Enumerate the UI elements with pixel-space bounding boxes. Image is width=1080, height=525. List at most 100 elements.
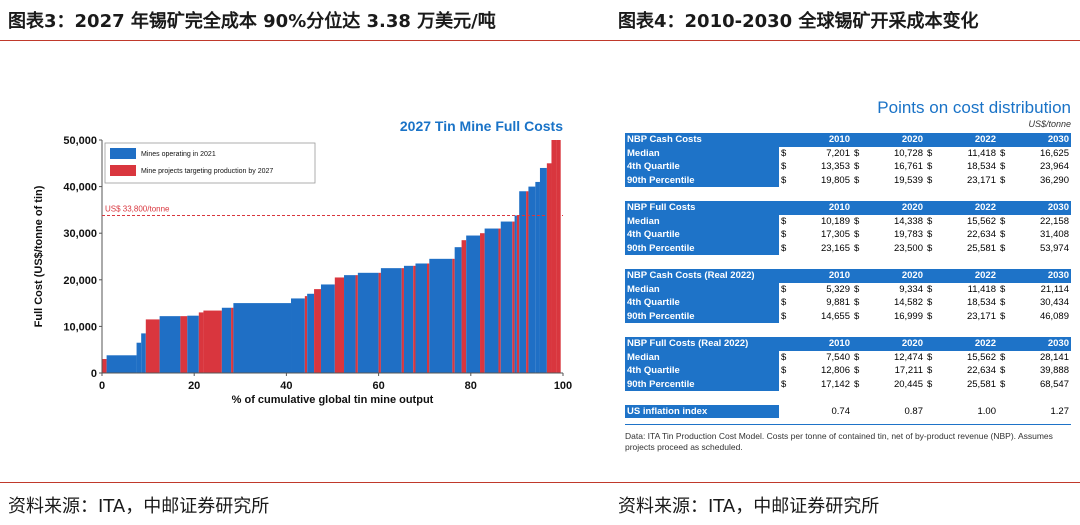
value-cell: 53,974 (1039, 242, 1069, 254)
row-label: US inflation index (625, 404, 779, 419)
operating-bar (484, 228, 499, 373)
operating-bar (535, 181, 540, 373)
spacer-cell (998, 200, 1012, 215)
value-cell: 11,418 (967, 147, 996, 159)
currency-symbol: $ (854, 242, 860, 254)
currency-symbol: $ (927, 351, 933, 363)
value-cell: 23,165 (820, 242, 850, 254)
value-cell: 12,474 (893, 351, 923, 363)
table-row: Median $7,201 $10,728 $11,418 $16,625 (625, 146, 1071, 161)
currency-symbol: $ (854, 147, 860, 159)
value-cell: 7,201 (826, 147, 850, 159)
currency-symbol: $ (927, 161, 933, 173)
operating-bar (357, 272, 379, 373)
section-gap (625, 187, 1071, 201)
spacer-cell (779, 336, 793, 351)
spacer-cell (779, 133, 793, 147)
project-bar (452, 258, 455, 373)
value-cell: 20,445 (893, 378, 923, 390)
currency-symbol: $ (1000, 174, 1006, 186)
table-row: 4th Quartile $9,881 $14,582 $18,534 $30,434 (625, 296, 1071, 310)
section-header-row: NBP Full Costs 2010 2020 2022 2030 (625, 200, 1071, 215)
operating-bar (344, 275, 356, 373)
section-name: NBP Full Costs (625, 200, 779, 215)
project-bar (334, 277, 345, 373)
year-header: 2030 (1012, 133, 1071, 147)
project-bar (145, 319, 160, 373)
spacer-cell (852, 200, 866, 215)
value-cell: 23,171 (966, 310, 996, 322)
row-label: 4th Quartile (625, 228, 779, 242)
project-bar (498, 228, 501, 373)
spacer-cell (925, 200, 939, 215)
value-cell: 16,999 (893, 310, 923, 322)
value-cell: 23,171 (966, 174, 996, 186)
currency-symbol: $ (1000, 283, 1006, 295)
row-label: 4th Quartile (625, 296, 779, 310)
currency-symbol: $ (927, 174, 933, 186)
value-cell: 22,634 (966, 365, 996, 377)
currency-symbol: $ (927, 310, 933, 322)
currency-symbol: $ (854, 215, 860, 227)
spacer-cell (998, 336, 1012, 351)
spacer-cell (925, 405, 939, 419)
year-header: 2010 (793, 200, 852, 215)
x-tick-label: 60 (372, 380, 384, 392)
project-bar (378, 272, 381, 373)
currency-symbol: $ (854, 174, 860, 186)
chart-title: 2027 Tin Mine Full Costs (400, 118, 563, 134)
operating-bar (528, 186, 536, 373)
spacer-cell (925, 336, 939, 351)
project-bar (551, 140, 557, 373)
currency-symbol: $ (781, 215, 787, 227)
year-header: 2022 (939, 268, 998, 283)
row-label: Median (625, 350, 779, 365)
value-cell: 23,500 (893, 242, 923, 254)
currency-symbol: $ (781, 229, 787, 241)
inflation-row: US inflation index 0.74 0.87 1.00 1.27 (625, 404, 1071, 419)
spacer-cell (998, 133, 1012, 147)
spacer-cell (852, 405, 866, 419)
value-cell: 19,539 (893, 174, 923, 186)
value-cell: 30,434 (1039, 297, 1069, 309)
x-tick-label: 0 (99, 380, 105, 392)
spacer-cell (779, 268, 793, 283)
y-tick-label: 20,000 (63, 275, 97, 287)
project-bar (198, 312, 204, 373)
currency-symbol: $ (854, 229, 860, 241)
table-row: Median $5,329 $9,334 $11,418 $21,114 (625, 282, 1071, 297)
value-cell: 17,305 (820, 229, 850, 241)
spacer-cell (779, 200, 793, 215)
cost-table: NBP Cash Costs 2010 2020 2022 2030 Median $7,2… (625, 133, 1071, 419)
project-bar (516, 215, 520, 373)
value-cell: 5,329 (826, 283, 850, 295)
currency-symbol: $ (927, 229, 933, 241)
value-cell: 19,783 (893, 229, 923, 241)
value-cell: 22,634 (966, 229, 996, 241)
table-units: US$/tonne (1028, 119, 1071, 129)
row-label: 90th Percentile (625, 173, 779, 188)
currency-symbol: $ (781, 365, 787, 377)
inflation-value: 0.74 (831, 405, 851, 417)
currency-symbol: $ (1000, 229, 1006, 241)
currency-symbol: $ (781, 161, 787, 173)
year-header: 2010 (793, 133, 852, 147)
figure-3-title: 图表3：2027 年锡矿完全成本 90%分位达 3.38 万美元/吨 (8, 11, 496, 32)
operating-bar (514, 215, 517, 373)
currency-symbol: $ (854, 351, 860, 363)
value-cell: 12,806 (820, 365, 850, 377)
table-row: 90th Percentile $23,165 $23,500 $25,581 $53,… (625, 241, 1071, 256)
row-label: 90th Percentile (625, 241, 779, 256)
currency-symbol: $ (854, 161, 860, 173)
section-gap (625, 391, 1071, 405)
row-label: 90th Percentile (625, 309, 779, 324)
spacer-cell (852, 268, 866, 283)
project-bar (546, 163, 552, 373)
top-rule (0, 40, 1080, 41)
y-tick-label: 0 (91, 368, 97, 380)
ticks-group: 0 20 40 60 80 100 0 10,000 20,000 30,000 40,000 50,… (63, 135, 572, 392)
spacer-cell (925, 133, 939, 147)
value-cell: 25,581 (966, 378, 996, 390)
currency-symbol: $ (781, 310, 787, 322)
value-cell: 14,582 (893, 297, 923, 309)
